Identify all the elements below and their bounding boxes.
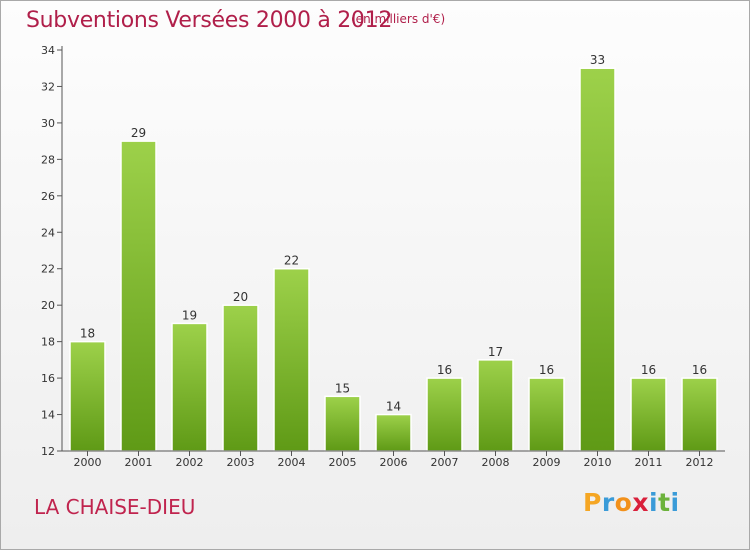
y-tick-label-28: 28 xyxy=(41,153,55,166)
x-tick-label-2012: 2012 xyxy=(686,456,714,469)
y-tick-label-30: 30 xyxy=(41,117,55,130)
data-label-2010: 33 xyxy=(590,53,605,67)
chart-subtitle: (en milliers d'€) xyxy=(351,12,446,26)
x-tick-label-2002: 2002 xyxy=(176,456,204,469)
bar-2008 xyxy=(477,359,514,452)
data-label-2004: 22 xyxy=(284,254,299,268)
data-label-2009: 16 xyxy=(539,363,554,377)
x-tick-label-2011: 2011 xyxy=(635,456,663,469)
y-tick-label-16: 16 xyxy=(41,372,55,385)
bar-2012 xyxy=(681,377,718,452)
y-tick-label-18: 18 xyxy=(41,336,55,349)
bar-2011 xyxy=(630,377,667,452)
data-label-2007: 16 xyxy=(437,363,452,377)
x-tick-label-2010: 2010 xyxy=(584,456,612,469)
logo-letter: t xyxy=(658,488,671,517)
data-label-2005: 15 xyxy=(335,381,350,395)
x-tick-label-2007: 2007 xyxy=(431,456,459,469)
proxiti-logo: Proxiti xyxy=(583,488,680,517)
y-tick-label-34: 34 xyxy=(41,44,55,57)
x-tick-label-2000: 2000 xyxy=(74,456,102,469)
bar-2009 xyxy=(528,377,565,452)
chart-title: Subventions Versées 2000 à 2012 xyxy=(26,8,393,33)
logo-letter: i xyxy=(649,488,659,517)
y-tick-label-22: 22 xyxy=(41,263,55,276)
data-label-2002: 19 xyxy=(182,308,197,322)
y-tick-label-12: 12 xyxy=(41,445,55,458)
bars-group: 18 29 19 20 22 15 14 16 17 16 33 16 16 xyxy=(69,53,718,452)
y-tick-label-20: 20 xyxy=(41,299,55,312)
logo-letter: r xyxy=(601,488,615,517)
x-tick-label-2008: 2008 xyxy=(482,456,510,469)
bar-2000 xyxy=(69,340,106,452)
x-tick-label-2003: 2003 xyxy=(227,456,255,469)
data-label-2003: 20 xyxy=(233,290,248,304)
data-label-2000: 18 xyxy=(80,327,95,341)
bar-2003 xyxy=(222,304,259,452)
logo-letter: x xyxy=(632,488,649,517)
bar-2001 xyxy=(120,140,157,452)
y-tick-label-24: 24 xyxy=(41,226,55,239)
data-label-2001: 29 xyxy=(131,126,146,140)
x-tick-label-2005: 2005 xyxy=(329,456,357,469)
bar-2002 xyxy=(171,322,208,452)
x-tick-label-2001: 2001 xyxy=(125,456,153,469)
bar-2007 xyxy=(426,377,463,452)
logo-letter: i xyxy=(670,488,680,517)
data-label-2006: 14 xyxy=(386,400,401,414)
logo-letter: o xyxy=(614,488,633,517)
commune-name: LA CHAISE-DIEU xyxy=(34,495,196,519)
bar-2004 xyxy=(273,267,310,452)
x-tick-label-2009: 2009 xyxy=(533,456,561,469)
logo-letter: P xyxy=(583,488,602,517)
data-label-2012: 16 xyxy=(692,363,707,377)
bar-2006 xyxy=(375,413,412,452)
axes-group: 2000 2001 2002 2003 2004 2005 2006 2007 2008 2009… xyxy=(41,44,725,469)
y-tick-label-14: 14 xyxy=(41,409,55,422)
y-tick-label-32: 32 xyxy=(41,80,55,93)
y-tick-label-26: 26 xyxy=(41,190,55,203)
x-tick-label-2006: 2006 xyxy=(380,456,408,469)
bar-2005 xyxy=(324,395,361,452)
x-tick-label-2004: 2004 xyxy=(278,456,306,469)
data-label-2008: 17 xyxy=(488,345,503,359)
bar-2010 xyxy=(579,67,616,452)
data-label-2011: 16 xyxy=(641,363,656,377)
